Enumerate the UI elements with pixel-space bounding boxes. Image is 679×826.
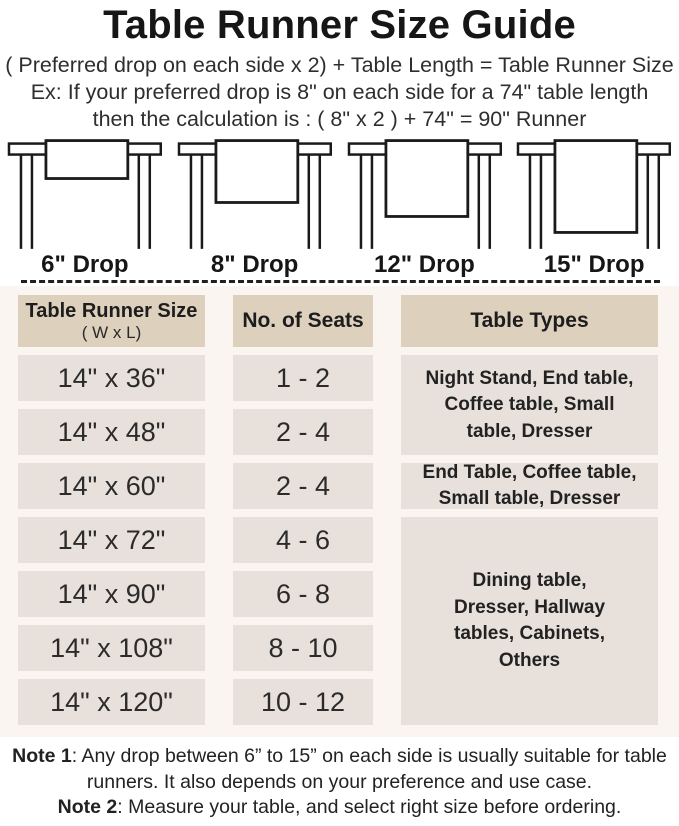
table-runner-12in-icon bbox=[347, 139, 502, 250]
table-types-group-large: Dining table, Dresser, Hallway tables, C… bbox=[401, 517, 658, 726]
seats-cell-row6: 8 - 10 bbox=[233, 625, 373, 672]
formula-text: ( Preferred drop on each side x 2) + Tab… bbox=[5, 53, 674, 78]
size-cell-row4: 14" x 72" bbox=[18, 517, 205, 564]
notes-section: Note 1: Any drop between 6” to 15” on ea… bbox=[0, 744, 679, 821]
table-types-group-small-text: Night Stand, End table, Coffee table, Sm… bbox=[425, 367, 634, 442]
size-cell-row5: 14" x 90" bbox=[18, 571, 205, 618]
size-cell-row7: 14" x 120" bbox=[18, 679, 205, 726]
seats-cell-row5: 6 - 8 bbox=[233, 571, 373, 618]
size-cell-row2: 14" x 48" bbox=[18, 409, 205, 456]
table-types-group-large-text: Dining table, Dresser, Hallway tables, C… bbox=[453, 570, 606, 672]
drop-label-15in: 15" Drop bbox=[543, 251, 645, 279]
table-drawing-15in bbox=[509, 139, 679, 251]
page-title: Table Runner Size Guide bbox=[103, 3, 576, 47]
table-drawing-6in bbox=[0, 139, 170, 251]
seats-cell-row4: 4 - 6 bbox=[233, 517, 373, 564]
size-cell-row1: 14" x 36" bbox=[18, 355, 205, 402]
size-cell-row3: 14" x 60" bbox=[18, 463, 205, 510]
table-types-group-small: Night Stand, End table, Coffee table, Sm… bbox=[401, 355, 658, 456]
example-line-2: then the calculation is : ( 8" x 2 ) + 7… bbox=[92, 107, 587, 132]
drop-labels: 6" Drop 8" Drop 12" Drop 15" Drop bbox=[0, 251, 679, 279]
drop-label-6in: 6" Drop bbox=[41, 251, 129, 279]
seats-cell-row3: 2 - 4 bbox=[233, 463, 373, 510]
column-header-size: Table Runner Size ( W x L) bbox=[18, 295, 205, 348]
column-header-seats-title: No. of Seats bbox=[242, 309, 364, 333]
column-header-size-subtitle: ( W x L) bbox=[81, 323, 142, 343]
size-guide-table: Table Runner Size ( W x L) No. of Seats … bbox=[18, 295, 658, 726]
note-1-text: : Any drop between 6” to 15” on each sid… bbox=[71, 745, 667, 793]
seats-cell-row2: 2 - 4 bbox=[233, 409, 373, 456]
note-2-label: Note 2 bbox=[57, 796, 118, 819]
table-drawing-12in bbox=[340, 139, 510, 251]
column-header-types-title: Table Types bbox=[470, 309, 589, 333]
column-header-seats: No. of Seats bbox=[233, 295, 373, 348]
size-cell-row6: 14" x 108" bbox=[18, 625, 205, 672]
column-header-size-title: Table Runner Size bbox=[25, 300, 198, 323]
dashed-divider bbox=[21, 280, 660, 284]
size-guide-section: Table Runner Size ( W x L) No. of Seats … bbox=[0, 286, 679, 738]
seats-cell-row7: 10 - 12 bbox=[233, 679, 373, 726]
note-1: Note 1: Any drop between 6” to 15” on ea… bbox=[6, 744, 673, 795]
table-drawing-8in bbox=[170, 139, 340, 251]
note-2: Note 2: Measure your table, and select r… bbox=[6, 795, 673, 821]
table-runner-6in-icon bbox=[7, 139, 163, 250]
table-types-group-medium-text: End Table, Coffee table, Small table, Dr… bbox=[422, 461, 637, 510]
table-runner-15in-icon bbox=[516, 139, 672, 250]
drop-label-8in: 8" Drop bbox=[210, 251, 299, 279]
drop-label-12in: 12" Drop bbox=[374, 251, 475, 279]
note-1-label: Note 1 bbox=[12, 745, 72, 768]
seats-cell-row1: 1 - 2 bbox=[233, 355, 373, 402]
note-2-text: : Measure your table, and select right s… bbox=[117, 796, 622, 819]
drop-illustrations bbox=[0, 139, 679, 251]
table-types-group-medium: End Table, Coffee table, Small table, Dr… bbox=[401, 462, 658, 510]
table-runner-8in-icon bbox=[177, 139, 332, 250]
example-line-1: Ex: If your preferred drop is 8" on each… bbox=[30, 80, 649, 105]
column-header-types: Table Types bbox=[401, 295, 658, 348]
